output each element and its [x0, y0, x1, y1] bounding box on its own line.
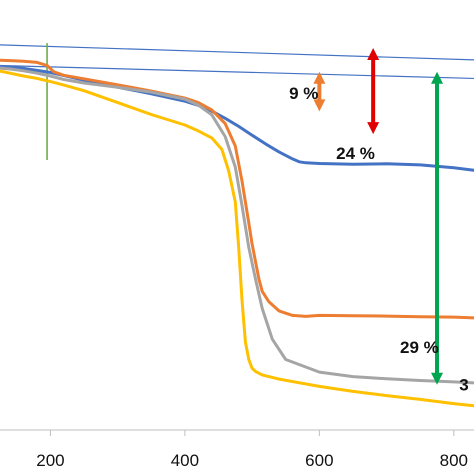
- series-line-0: [0, 66, 474, 172]
- annotation-label-3: 3: [459, 376, 468, 395]
- arrow-head-top-2: [431, 71, 444, 84]
- reference-lines: [0, 43, 474, 160]
- reference-line-1: [0, 64, 474, 80]
- series-line-2: [0, 66, 474, 385]
- annotation-label-0: 9 %: [289, 84, 318, 103]
- arrow-head-top-1: [367, 48, 380, 60]
- arrow-head-top-0: [313, 71, 326, 84]
- data-series: [0, 58, 474, 408]
- x-tick-label-2: 600: [305, 451, 333, 470]
- reference-line-0: [0, 44, 474, 61]
- x-axis-ticks: 200 400 600 800: [36, 430, 468, 470]
- x-tick-label-3: 800: [440, 451, 468, 470]
- arrow-head-bottom-0: [313, 99, 326, 112]
- arrow-head-bottom-2: [431, 372, 444, 385]
- x-tick-label-1: 400: [171, 451, 199, 470]
- series-line-1: [0, 58, 474, 320]
- x-tick-label-0: 200: [36, 451, 64, 470]
- arrow-head-bottom-1: [367, 122, 380, 135]
- annotations: 9 % 24 % 29 % 3: [289, 48, 469, 395]
- annotation-label-1: 24 %: [336, 144, 375, 163]
- annotation-label-2: 29 %: [400, 338, 439, 357]
- series-line-3: [0, 69, 474, 408]
